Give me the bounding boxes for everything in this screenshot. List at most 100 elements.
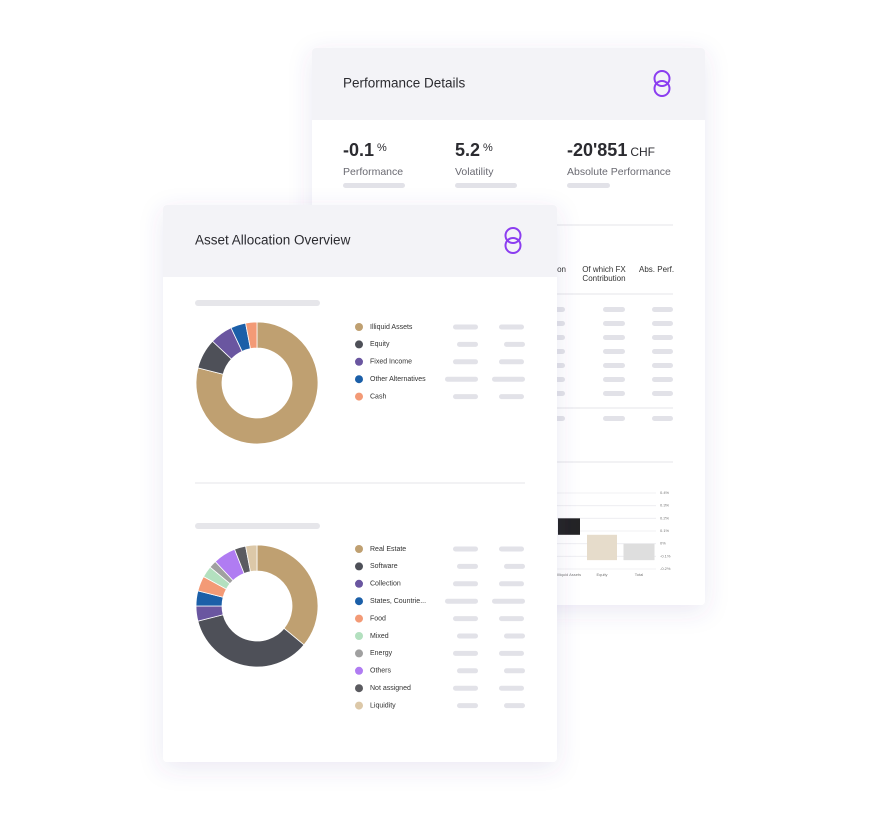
placeholder (453, 650, 478, 656)
donut-charts: Illiquid Assets Equity Fixed Income Other A… (195, 321, 525, 710)
legend-swatch (355, 392, 363, 401)
table-header: Of which FX (582, 265, 626, 274)
placeholder (453, 359, 478, 365)
legend-label: Collection (370, 581, 401, 588)
placeholder (499, 324, 524, 330)
y-tick-label: -0.2% (660, 566, 671, 571)
legend-swatch (355, 701, 363, 710)
donut-slice (256, 544, 319, 646)
metric-label: Performance (343, 166, 403, 178)
placeholder (453, 324, 478, 330)
legend-swatch (355, 562, 363, 571)
legend-swatch (355, 545, 363, 553)
x-tick-label: Illiquid Assets (557, 572, 581, 577)
placeholder (652, 349, 673, 354)
metric-unit: % (377, 142, 387, 154)
legend-label: Energy (370, 650, 393, 657)
metric-unit: CHF (630, 145, 655, 159)
legend-label: Mixed (370, 633, 389, 640)
placeholder (504, 341, 525, 347)
legend-label: Others (370, 668, 392, 675)
placeholder (195, 300, 320, 306)
placeholder (453, 616, 478, 622)
table-header: Contribution (582, 274, 625, 283)
metric-number: -20'851 (567, 140, 627, 160)
legend-label: Equity (370, 341, 390, 348)
metric-value: -20'851 CHF (567, 140, 655, 160)
placeholder (343, 183, 405, 188)
placeholder (603, 321, 625, 326)
metric-value: 5.2% (455, 140, 493, 160)
y-tick-label: 0.4% (660, 490, 670, 495)
legend-label: Software (370, 563, 398, 570)
placeholder (492, 376, 525, 382)
legend-swatch (355, 597, 363, 606)
placeholder (603, 307, 625, 312)
donut-slice (197, 614, 305, 668)
card-header (163, 205, 557, 277)
placeholder (504, 633, 525, 639)
metric-number: -0.1 (343, 140, 374, 160)
legend-swatch (355, 666, 363, 675)
legend-swatch (355, 579, 363, 588)
placeholder (499, 650, 524, 656)
placeholder (499, 394, 524, 400)
legend-swatch (355, 684, 363, 693)
logo (504, 227, 522, 254)
placeholder (445, 598, 478, 604)
placeholder (603, 416, 625, 421)
legend-swatch (355, 632, 363, 640)
placeholder (504, 703, 525, 709)
legend-swatch (355, 357, 363, 366)
placeholder (652, 335, 673, 340)
placeholder (652, 321, 673, 326)
bar (623, 543, 655, 561)
y-tick-label: 0.3% (660, 503, 670, 508)
placeholder (453, 394, 478, 400)
bar-chart: 0.4% 0.3% 0.2% 0.1% 0% -0.1% -0.2% Illiquid Ass… (540, 490, 671, 577)
logo (653, 70, 671, 97)
metric-value: -0.1% (343, 140, 387, 160)
metric-unit: % (483, 142, 493, 154)
card-title: Asset Allocation Overview (195, 233, 351, 248)
placeholder (603, 363, 625, 368)
bar (587, 534, 617, 561)
placeholder (453, 581, 478, 587)
y-tick-label: 0.1% (660, 528, 670, 533)
placeholder (652, 363, 673, 368)
placeholder (499, 581, 524, 587)
metric-number: 5.2 (455, 140, 480, 160)
placeholder (457, 633, 478, 639)
placeholder (504, 563, 525, 569)
donut-slice (245, 321, 258, 350)
placeholder (195, 523, 320, 529)
y-tick-label: 0% (660, 541, 666, 546)
placeholder (567, 183, 610, 188)
placeholder (457, 668, 478, 674)
placeholder (453, 685, 478, 691)
allocation-card: Asset Allocation Overview Illiquid Asset… (163, 205, 557, 762)
legend-swatch (355, 614, 363, 623)
donut-slice (195, 321, 319, 445)
placeholder (652, 307, 673, 312)
placeholder (499, 616, 524, 622)
legend-label: Fixed Income (370, 359, 412, 366)
legend-label: Cash (370, 393, 386, 400)
donut-slice (245, 544, 258, 573)
card-title: Performance Details (343, 76, 466, 91)
legend-label: Illiquid Assets (370, 324, 413, 331)
x-tick-label: Equity (596, 572, 607, 577)
placeholder (652, 416, 673, 421)
placeholder (457, 703, 478, 709)
legend-swatch (355, 323, 363, 331)
legend-label: Not assigned (370, 685, 411, 692)
placeholder (652, 377, 673, 382)
metric-label: Absolute Performance (567, 166, 671, 178)
table-header: on (557, 265, 566, 274)
placeholder (499, 359, 524, 365)
placeholder (457, 563, 478, 569)
legend-label: Food (370, 615, 386, 622)
placeholder (603, 335, 625, 340)
